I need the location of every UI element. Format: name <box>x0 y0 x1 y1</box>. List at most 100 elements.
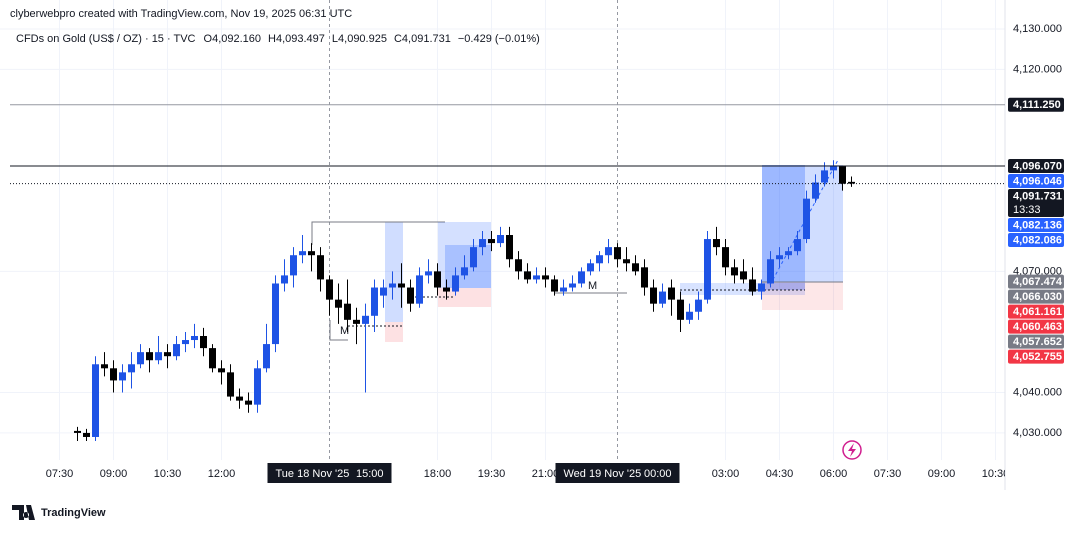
candle-body <box>551 279 558 292</box>
x-tick-label: 06:00 <box>820 468 848 480</box>
candle-body <box>758 283 765 292</box>
ohlc-value: C4,091.731 <box>394 33 451 45</box>
candle-body <box>641 267 648 288</box>
candle-body <box>794 239 801 252</box>
candle-body <box>101 364 108 369</box>
alert-bolt <box>848 443 856 457</box>
price-tag-label: 4,066.030 <box>1013 291 1062 303</box>
candle-body <box>155 352 162 361</box>
price-tag <box>1008 97 1064 112</box>
candle-body <box>497 235 504 244</box>
candle-body <box>146 352 153 361</box>
long-position-fill <box>445 245 491 288</box>
legend: CFDs on Gold (US$ / OZ) · 15 · TVC <box>16 33 196 45</box>
candle-body <box>803 198 810 240</box>
brand: TradingView <box>41 507 106 519</box>
candle-body <box>137 352 144 365</box>
candle-body <box>650 287 657 304</box>
candle-body <box>830 166 837 171</box>
candle-body <box>488 239 495 244</box>
candle-body <box>317 255 324 280</box>
price-tag <box>1008 174 1064 189</box>
candle-body <box>182 340 189 345</box>
candle-body <box>659 291 666 304</box>
x-tick-label: 21:00 <box>532 468 560 480</box>
candle-body <box>578 271 585 284</box>
candle-body <box>461 267 468 276</box>
candle-body <box>434 271 441 288</box>
candle-body <box>344 303 351 320</box>
x-tick-label: 07:30 <box>874 468 902 480</box>
price-tag-label: 4,082.086 <box>1013 234 1062 246</box>
candle-body <box>623 259 630 264</box>
candle-body <box>263 344 270 369</box>
candle-body <box>524 271 531 280</box>
price-tag-label: 4,096.046 <box>1013 175 1062 187</box>
date-box <box>555 463 680 483</box>
candle-body <box>290 255 297 276</box>
candle-body <box>677 299 684 320</box>
candle-body <box>191 335 198 341</box>
price-tag <box>1008 189 1064 218</box>
stop-box <box>438 288 491 307</box>
candle-body <box>128 364 135 373</box>
candle-body <box>353 319 360 324</box>
candle-body <box>731 267 738 276</box>
candle-body <box>200 335 207 349</box>
x-tick-label: 18:00 <box>424 468 452 480</box>
candle-body <box>632 263 639 272</box>
candle-body <box>119 372 126 381</box>
candle-body <box>515 259 522 272</box>
candle-body <box>389 283 396 288</box>
candle-body <box>695 299 702 312</box>
y-tick-label: 4,030.000 <box>1013 427 1062 439</box>
candle-body <box>614 247 621 260</box>
price-tag-label: 4,060.463 <box>1013 321 1062 333</box>
date-box <box>267 463 392 483</box>
candle-body <box>587 263 594 272</box>
candle-body <box>542 275 549 280</box>
countdown: 13:33 <box>1013 204 1041 216</box>
symbol: CFDs on Gold (US$ / OZ) · 15 · TVC <box>16 33 196 45</box>
candle-body <box>83 432 90 437</box>
date-label: Tue 18 Nov '25 <box>276 468 350 480</box>
candle-body <box>362 315 369 324</box>
candle-body <box>74 430 81 433</box>
candle-body <box>299 251 306 256</box>
price-tag-label: 4,052.755 <box>1013 351 1062 363</box>
candle-body <box>254 368 261 405</box>
logo-icon <box>12 505 35 520</box>
candle-body <box>785 251 792 256</box>
candle-body <box>416 275 423 304</box>
candle-body <box>839 166 846 184</box>
alert-icon[interactable] <box>842 440 862 460</box>
x-tick-label: 09:00 <box>100 468 128 480</box>
price-tag-label: 4,057.652 <box>1013 336 1062 348</box>
candle-body <box>470 247 477 268</box>
candle-body <box>380 287 387 296</box>
x-tick-label: 03:00 <box>712 468 740 480</box>
range-bracket <box>329 320 348 341</box>
price-tag-label: 4,061.161 <box>1013 306 1062 318</box>
candle-body <box>245 400 252 405</box>
price-tag-label: 4,096.070 <box>1013 160 1062 172</box>
grid <box>0 0 1005 460</box>
stop-box <box>385 322 403 342</box>
candle-body <box>704 239 711 300</box>
candle-body <box>371 287 378 316</box>
candle-body <box>308 251 315 256</box>
candle-body <box>173 344 180 357</box>
x-tick-label: 07:30 <box>46 468 74 480</box>
zone <box>680 283 805 295</box>
price-tag <box>1008 334 1064 349</box>
price-tag-label: 4,067.474 <box>1013 276 1063 288</box>
price-tag <box>1008 233 1064 248</box>
candle-body <box>272 283 279 345</box>
m-marker: M <box>340 325 349 337</box>
price-tag-label: 4,091.731 <box>1013 190 1062 202</box>
price-tag <box>1008 349 1064 364</box>
candle-body <box>605 247 612 256</box>
price-tag <box>1008 289 1064 304</box>
ohlc-value: −0.429 (−0.01%) <box>458 33 540 45</box>
